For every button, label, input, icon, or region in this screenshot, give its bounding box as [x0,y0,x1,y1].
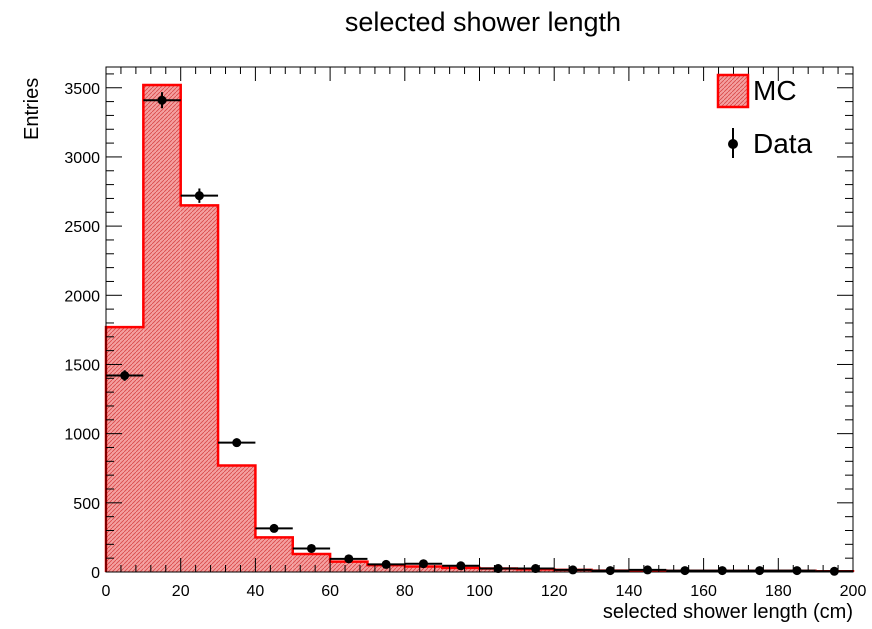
data-marker [232,438,242,448]
x-axis-label: selected shower length (cm) [603,601,853,623]
mc-histogram-bar [106,327,144,572]
data-marker [643,565,653,575]
data-point [143,92,181,109]
data-marker [157,95,167,105]
x-tick-label: 40 [247,583,265,600]
data-marker [680,566,690,576]
data-marker [120,371,130,381]
data-marker [717,566,727,576]
y-tick-label: 3000 [64,150,100,167]
data-marker [194,191,204,201]
data-marker [531,564,541,574]
data-point [218,438,256,448]
y-tick-label: 2000 [64,288,100,305]
legend-mc-label: MC [753,75,797,106]
data-marker [344,554,354,564]
data-point [628,565,667,575]
data-point [479,564,517,574]
plot-area [104,83,855,576]
data-point [106,370,144,381]
data-point [591,566,629,576]
x-tick-label: 100 [466,583,493,600]
mc-histogram-bar [255,537,293,572]
mc-histogram-bar [292,554,331,572]
mc-histogram-bar [218,465,256,572]
y-axis-label: Entries [21,78,43,140]
data-point [404,559,443,569]
x-tick-label: 80 [396,583,414,600]
data-point [180,188,219,203]
y-tick-label: 1500 [64,357,100,374]
data-marker [792,566,802,576]
y-tick-label: 2500 [64,219,100,236]
x-tick-label: 0 [102,583,111,600]
x-tick-label: 20 [172,583,190,600]
mc-histogram-bar [180,205,219,572]
mc-histogram-bar [143,84,181,572]
data-marker [755,566,765,576]
data-point [554,565,592,575]
x-tick-label: 120 [541,583,568,600]
data-marker [418,559,428,569]
data-point [516,564,555,574]
y-tick-label: 1000 [64,427,100,444]
data-point [367,559,405,569]
data-point [778,566,816,576]
mc-histogram-bar [404,566,443,572]
data-point [703,566,741,576]
data-point [666,566,704,576]
data-marker [568,565,578,575]
data-marker [306,543,316,553]
x-tick-label: 180 [765,583,792,600]
mc-histogram-bar [330,561,368,572]
y-axis: 0 500 1000 1500 2000 2500 3000 3500 [64,73,853,582]
x-tick-label: 160 [690,583,717,600]
data-point [255,523,293,533]
data-marker [456,561,466,571]
data-marker [493,564,503,574]
data-marker [605,566,615,576]
legend: MC Data [716,73,813,159]
x-axis: 0 20 40 60 80 100 120 140 160 180 200 [102,67,867,600]
legend-data-marker [728,139,738,149]
data-point [740,566,779,576]
y-tick-label: 0 [91,565,100,582]
y-tick-label: 3500 [64,81,100,98]
x-tick-label: 60 [321,583,339,600]
chart-title: selected shower length [345,7,621,37]
data-point [442,561,480,571]
data-marker [829,566,839,576]
legend-mc-swatch [716,73,750,109]
y-tick-label: 500 [73,496,100,513]
data-marker [381,559,391,569]
data-marker [269,523,279,533]
x-tick-label: 200 [840,583,867,600]
data-point [292,543,331,553]
x-tick-label: 140 [616,583,643,600]
data-point [815,566,853,576]
data-point [330,554,368,564]
legend-data-label: Data [753,128,813,159]
